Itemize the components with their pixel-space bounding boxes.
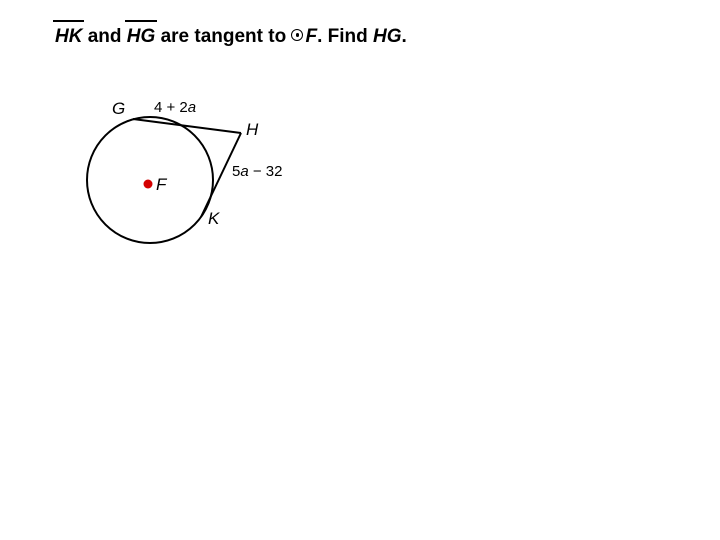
find-target: HG <box>373 26 402 47</box>
expr-hg-const: 4 + 2 <box>154 99 188 116</box>
problem-statement: HK and HG are tangent to F. Find HG. <box>55 26 407 48</box>
overline-bar <box>125 20 158 22</box>
text-find: . Find <box>317 26 373 47</box>
expr-hk-var: a <box>240 163 248 180</box>
line-gh <box>133 119 241 133</box>
text-are-tangent: are tangent to <box>155 26 291 47</box>
segment-hg: HG <box>127 26 156 48</box>
circle-label-f: F <box>305 26 317 47</box>
segment-hk-text: HK <box>55 26 82 47</box>
text-and: and <box>82 26 126 47</box>
text-period: . <box>402 26 407 47</box>
center-dot-icon <box>144 180 153 189</box>
label-h: H <box>246 120 258 140</box>
expr-hk-tail: − 32 <box>249 163 283 180</box>
circle-symbol-icon <box>291 29 305 43</box>
geometry-diagram: G H K F 4 + 2a 5a − 32 <box>60 85 320 305</box>
label-g: G <box>112 99 125 119</box>
expression-hk: 5a − 32 <box>232 163 282 180</box>
segment-hk: HK <box>55 26 82 48</box>
expr-hg-var: a <box>188 99 196 116</box>
overline-bar <box>53 20 84 22</box>
label-f: F <box>156 175 166 195</box>
label-k: K <box>208 209 219 229</box>
diagram-svg <box>60 85 320 305</box>
expression-hg: 4 + 2a <box>154 99 196 116</box>
segment-hg-text: HG <box>127 26 156 47</box>
